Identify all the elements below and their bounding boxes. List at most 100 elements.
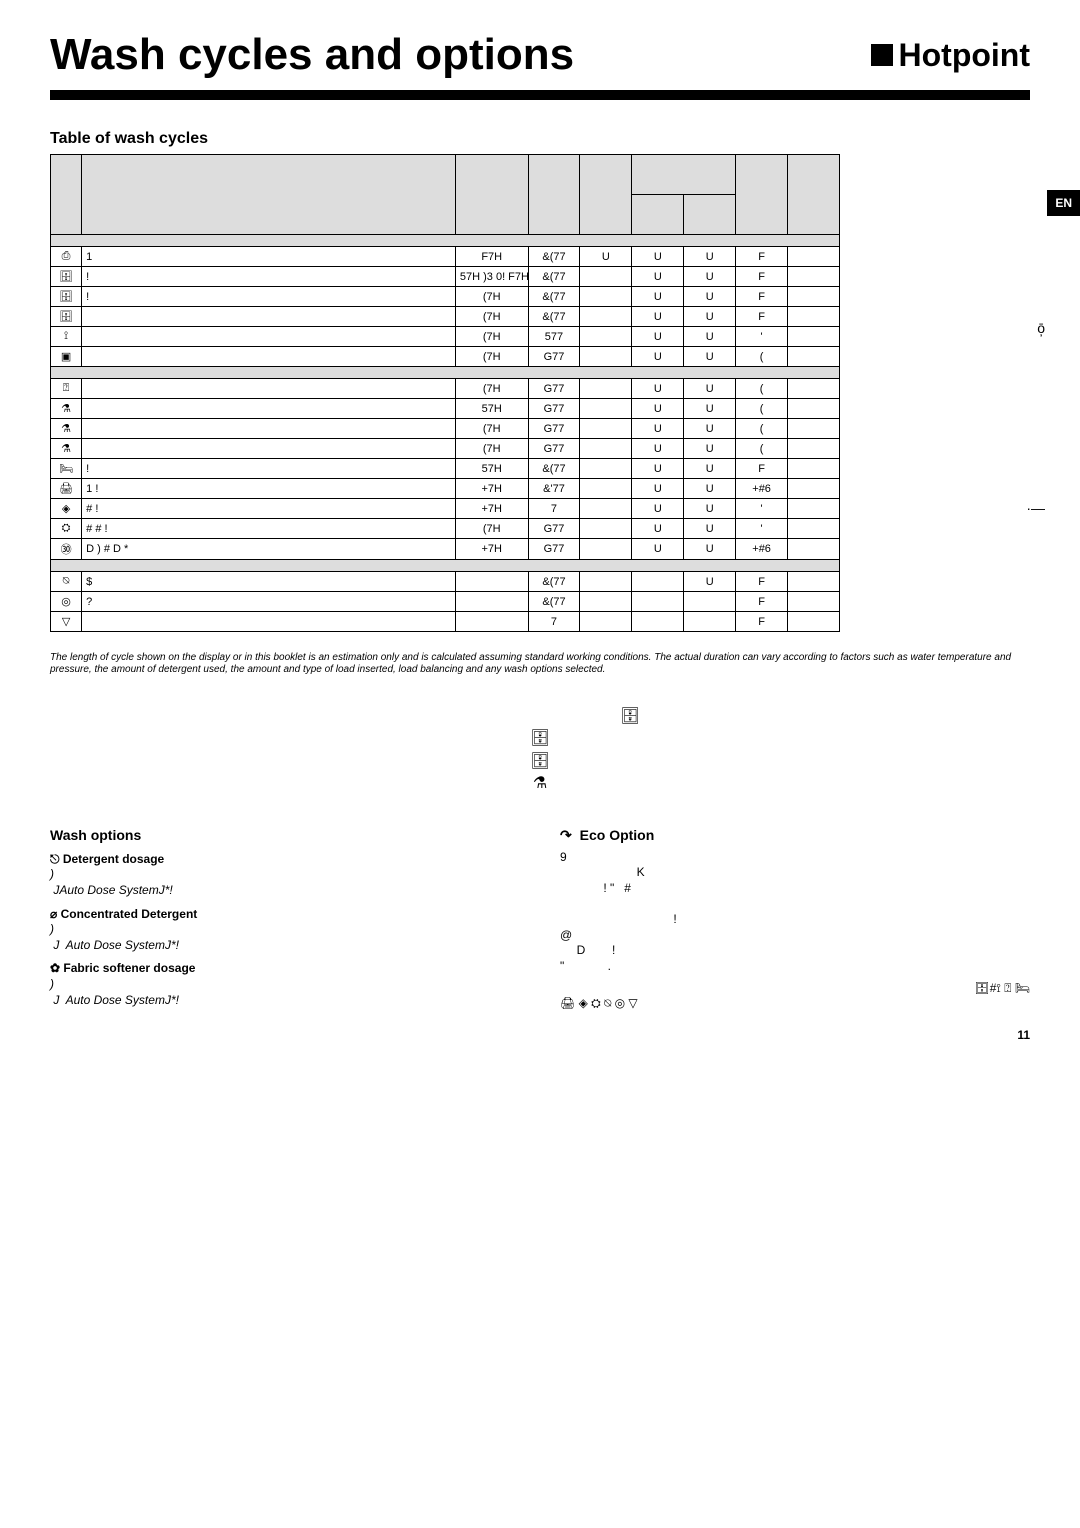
cycle-desc: ! xyxy=(82,267,456,287)
table-row: ⟟(7H577UU' xyxy=(51,327,840,347)
cell: U xyxy=(632,287,684,307)
option-body: ) JAuto Dose SystemJ*! xyxy=(50,867,520,898)
cell: U xyxy=(632,499,684,519)
option-icon: ⎋ xyxy=(50,852,60,866)
table-row: ⛭# # !(7HG77UU' xyxy=(51,519,840,539)
cycle-icon: 🗄 xyxy=(50,728,1030,750)
cell xyxy=(580,572,632,592)
page-title: Wash cycles and options xyxy=(50,30,574,80)
eco-option-title: ↷ Eco Option xyxy=(560,826,1030,844)
cell xyxy=(788,327,840,347)
cell: U xyxy=(684,459,736,479)
cycle-desc: # # ! xyxy=(82,519,456,539)
cycle-desc xyxy=(82,327,456,347)
cell: U xyxy=(684,519,736,539)
cell: 57H xyxy=(455,399,528,419)
cell: U xyxy=(632,399,684,419)
cell: &(77 xyxy=(528,592,580,612)
cycle-icon: ⟟ xyxy=(51,327,82,347)
cell xyxy=(788,519,840,539)
cycle-icon: ㉚ xyxy=(51,539,82,560)
table-row: 🗄!57H )3 0! F7H*&(77UUF xyxy=(51,267,840,287)
cell: U xyxy=(632,539,684,560)
cycle-icon: ⚗ xyxy=(51,399,82,419)
cell: F xyxy=(736,612,788,632)
cell xyxy=(580,439,632,459)
cell xyxy=(580,592,632,612)
cell: G77 xyxy=(528,439,580,459)
cell: U xyxy=(684,287,736,307)
table-row: ▣(7HG77UU( xyxy=(51,347,840,367)
cell: ( xyxy=(736,419,788,439)
cell xyxy=(632,612,684,632)
cell: G77 xyxy=(528,419,580,439)
table-title: Table of wash cycles xyxy=(50,130,1030,148)
cell: (7H xyxy=(455,439,528,459)
cycle-icon: 🖨 xyxy=(51,479,82,499)
cell: U xyxy=(684,347,736,367)
eco-label: Eco Option xyxy=(580,827,655,843)
option-icon: ⌀ xyxy=(50,907,57,921)
cell xyxy=(580,459,632,479)
cell: U xyxy=(632,479,684,499)
col-header xyxy=(528,155,580,235)
cell: F xyxy=(736,307,788,327)
cell: +7H xyxy=(455,539,528,560)
cell: (7H xyxy=(455,379,528,399)
cycle-desc: ! xyxy=(82,287,456,307)
cell: U xyxy=(684,399,736,419)
cell: (7H xyxy=(455,307,528,327)
cycle-desc: # ! xyxy=(82,499,456,519)
cell: ( xyxy=(736,347,788,367)
cell xyxy=(788,459,840,479)
cell xyxy=(580,539,632,560)
cell: U xyxy=(632,419,684,439)
cycle-icon: ⎙ xyxy=(51,247,82,267)
cell xyxy=(788,439,840,459)
cell xyxy=(455,572,528,592)
cell: &(77 xyxy=(528,459,580,479)
col-header xyxy=(632,155,736,195)
cell: (7H xyxy=(455,287,528,307)
cycle-icon: ▣ xyxy=(51,347,82,367)
cell: U xyxy=(632,459,684,479)
cycle-desc: 1 ! xyxy=(82,479,456,499)
cell xyxy=(788,539,840,560)
cell: F xyxy=(736,459,788,479)
table-row: ◎?&(77F xyxy=(51,592,840,612)
wash-cycles-table: ⎙1F7H&(77UUUF🗄!57H )3 0! F7H*&(77UUF🗄!(7… xyxy=(50,154,840,632)
cell xyxy=(788,592,840,612)
col-header xyxy=(788,155,840,235)
cell xyxy=(788,287,840,307)
language-badge: EN xyxy=(1047,190,1080,216)
cell: (7H xyxy=(455,347,528,367)
page-number: 11 xyxy=(1017,1028,1030,1042)
eco-icon: ↷ xyxy=(560,827,572,843)
cell: +#6 xyxy=(736,539,788,560)
cycle-icon: ⚗ xyxy=(50,773,1030,795)
cell xyxy=(580,347,632,367)
cell xyxy=(455,592,528,612)
cell: ' xyxy=(736,519,788,539)
cell xyxy=(788,612,840,632)
cycle-desc: D ) # D * xyxy=(82,539,456,560)
cell: ( xyxy=(736,399,788,419)
cell: ' xyxy=(736,327,788,347)
brand-logo: Hotpoint xyxy=(871,37,1031,74)
cell: F xyxy=(736,572,788,592)
brand-name: Hotpoint xyxy=(899,37,1031,74)
cell xyxy=(580,287,632,307)
cycle-icon: 🗄 xyxy=(51,267,82,287)
eco-small-icons-row: 🖨 ◈ ⛭ ⍉ ◎ ▽ xyxy=(560,996,1030,1012)
eco-cycle-icons-row: 🗄#⟟ ⍰ 🛏 xyxy=(560,981,1030,997)
cell: &(77 xyxy=(528,287,580,307)
cycle-desc xyxy=(82,399,456,419)
side-ornament-icon: ·— xyxy=(1026,500,1045,516)
cell: U xyxy=(684,572,736,592)
disclaimer-text: The length of cycle shown on the display… xyxy=(50,652,1030,676)
cycle-desc xyxy=(82,347,456,367)
option-name: Fabric softener dosage xyxy=(63,961,195,975)
table-row: ⚗(7HG77UU( xyxy=(51,439,840,459)
cell: U xyxy=(684,379,736,399)
col-header xyxy=(632,195,684,235)
